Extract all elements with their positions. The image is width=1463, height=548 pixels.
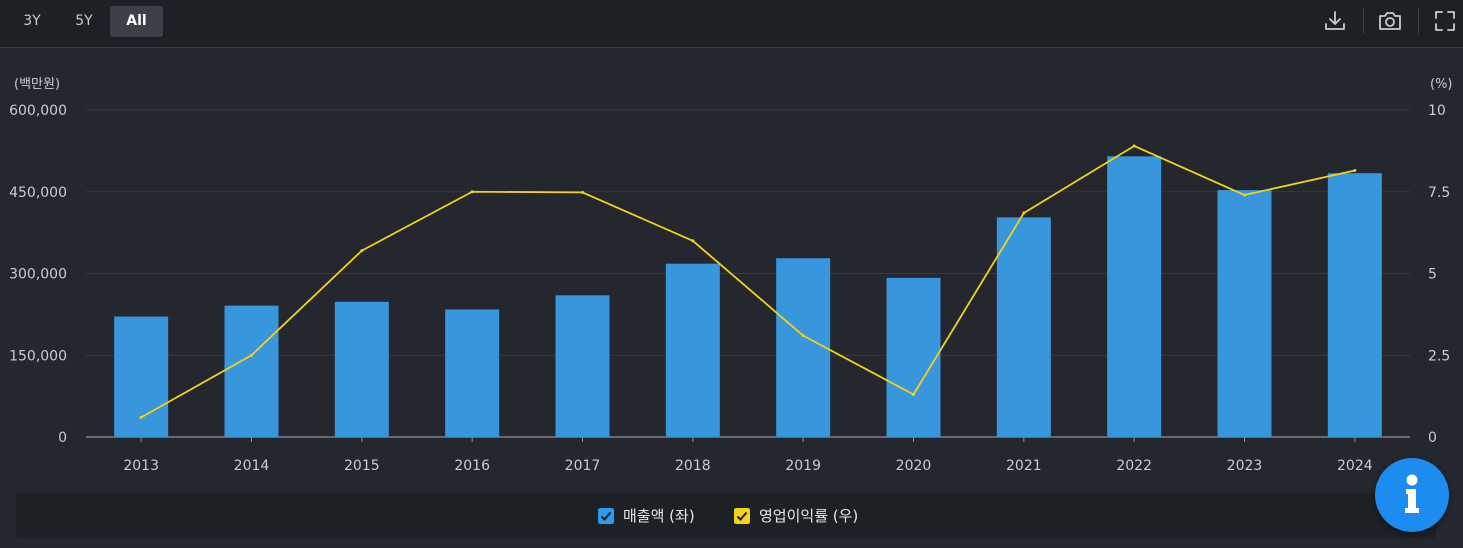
left-tick-label: 0 [58,430,67,446]
range-all-button[interactable]: All [110,6,163,37]
revenue-bar [114,316,169,437]
operating-margin-point [801,334,805,338]
fullscreen-icon[interactable] [1432,8,1458,34]
operating-margin-point [360,249,364,253]
chart-toolbar: 3Y 5Y All [0,0,1463,48]
legend-label-operating-margin: 영업이익률 (우) [759,507,859,525]
left-tick-label: 450,000 [9,185,67,201]
operating-margin-point [470,190,474,194]
right-axis-unit: (%) [1430,77,1453,92]
legend-label-revenue: 매출액 (좌) [623,507,695,525]
x-tick-label: 2016 [454,458,490,474]
x-tick-label: 2020 [896,458,932,474]
revenue-bar [1107,156,1162,437]
right-tick-label: 10 [1428,103,1446,119]
x-tick-label: 2019 [785,458,821,474]
range-3y-button[interactable]: 3Y [23,13,41,29]
revenue-bar [334,301,389,437]
x-tick-label: 2015 [344,458,380,474]
combo-chart: (백만원) (%) 0150,000300,000450,000600,000 … [9,77,1453,474]
x-tick-label: 2017 [565,458,601,474]
revenue-bar [1327,173,1382,437]
revenue-bar [1217,190,1272,437]
revenue-bar [665,263,720,437]
operating-margin-point [139,415,143,419]
operating-margin-point [1132,144,1136,148]
operating-margin-point [581,190,584,194]
x-tick-label: 2023 [1227,458,1263,474]
x-tick-label: 2022 [1116,458,1152,474]
operating-margin-line [139,144,1357,419]
operating-margin-polyline [140,145,1356,419]
info-icon [1405,474,1419,513]
toolbar-divider [1363,8,1364,34]
revenue-bar [224,305,279,437]
right-tick-label: 5 [1428,267,1437,283]
revenue-bar [886,277,941,437]
checkbox-checked-icon[interactable] [734,508,750,524]
revenue-bars [114,156,1382,437]
left-axis-unit: (백만원) [14,77,60,92]
right-tick-label: 0 [1428,430,1437,446]
grid-lines [86,109,1410,438]
operating-margin-point [250,353,253,357]
left-tick-label: 600,000 [9,103,67,119]
revenue-bar [996,217,1051,437]
x-tick-label: 2024 [1337,458,1373,474]
operating-margin-point [1243,193,1246,197]
right-tick-label: 2.5 [1428,348,1450,364]
left-tick-label: 300,000 [9,267,67,283]
download-icon[interactable] [1322,8,1348,34]
x-axis-ticks: 2013 2014 2015 2016 2017 2018 2019 2020 2021 2022… [123,437,1373,474]
x-tick-label: 2014 [234,458,270,474]
toolbar-divider [1418,8,1419,34]
x-tick-label: 2021 [1006,458,1042,474]
right-axis-ticks: 0 2.5 5 7.5 10 [1428,103,1450,446]
right-tick-label: 7.5 [1428,185,1450,201]
info-button[interactable] [1375,458,1449,532]
camera-icon[interactable] [1377,8,1403,34]
revenue-bar [445,309,500,437]
range-5y-button[interactable]: 5Y [75,13,93,29]
operating-margin-point [912,392,915,396]
left-axis-ticks: 0 150,000 300,000 450,000 600,000 [9,103,67,446]
x-tick-label: 2018 [675,458,711,474]
checkbox-checked-icon[interactable] [598,508,614,524]
revenue-bar [555,295,610,437]
operating-margin-point [1022,211,1026,215]
revenue-bar [776,258,831,437]
x-tick-label: 2013 [123,458,159,474]
operating-margin-point [1353,168,1357,172]
legend: 매출액 (좌) 영업이익률 (우) [16,493,1436,538]
operating-margin-point [691,239,695,243]
left-tick-label: 150,000 [9,348,67,364]
